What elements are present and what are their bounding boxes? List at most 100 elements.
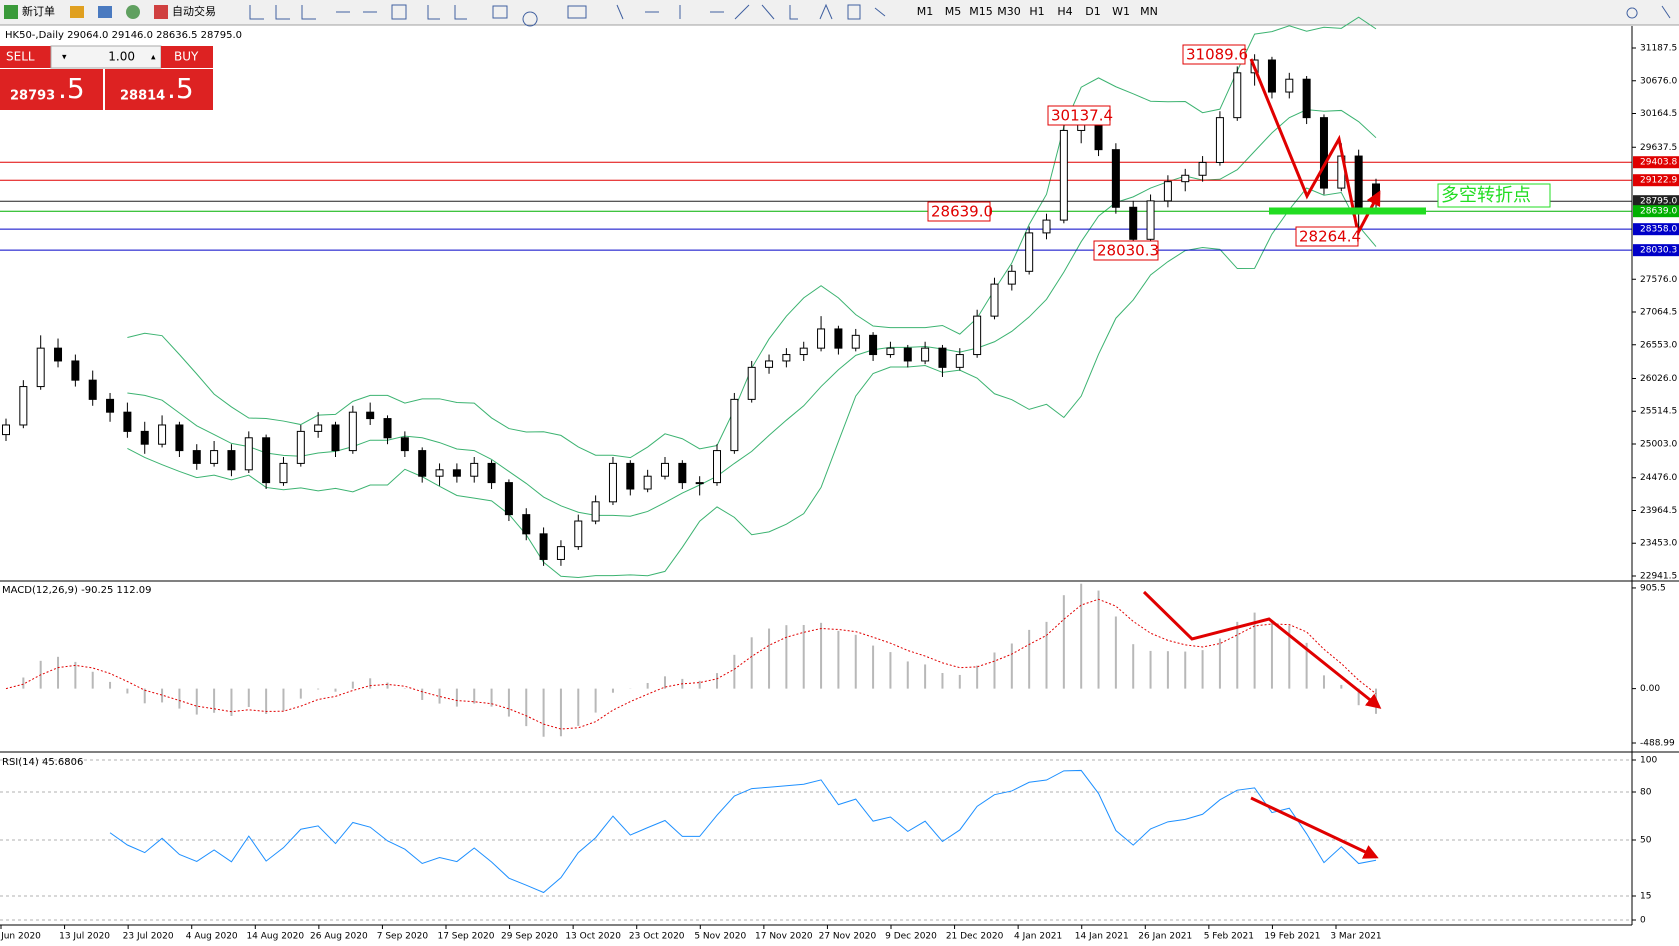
- candle-body: [1111, 149, 1120, 208]
- x-tick-label: 4 Jan 2021: [1014, 932, 1062, 942]
- bollinger-band: [127, 187, 1377, 579]
- macd-bar: [768, 628, 771, 689]
- candle-body: [504, 482, 513, 516]
- macd-bar: [1375, 688, 1377, 714]
- lots-input[interactable]: [50, 45, 162, 69]
- candle-body: [903, 347, 912, 362]
- macd-bar: [1010, 643, 1013, 689]
- annotation: 28639.0: [931, 203, 993, 221]
- x-tick-label: 19 Feb 2021: [1264, 932, 1320, 942]
- timeframe-button[interactable]: MN: [1140, 5, 1158, 18]
- x-tick-label: 26 Aug 2020: [310, 932, 368, 942]
- new-order-button[interactable]: 新订单: [22, 4, 55, 18]
- macd-bar: [473, 688, 476, 704]
- level-label-bg: [1633, 205, 1679, 218]
- candle-body: [262, 437, 271, 484]
- macd-bar: [1062, 595, 1065, 689]
- candle-body: [695, 482, 704, 485]
- candle-body: [1233, 72, 1242, 119]
- level-label: 29403.8: [1640, 158, 1677, 168]
- macd-arrow: [1142, 590, 1382, 709]
- candle-body: [1146, 200, 1155, 240]
- timeframe-button[interactable]: M15: [969, 5, 993, 18]
- candle-body: [1302, 78, 1311, 119]
- spin-down[interactable]: ▾: [62, 53, 67, 63]
- timeframe-button[interactable]: H1: [1029, 5, 1044, 18]
- sell-price: 28793: [10, 89, 55, 104]
- candle-body: [314, 424, 323, 432]
- macd-label: MACD(12,26,9) -90.25 112.09: [2, 585, 152, 596]
- candle-body: [54, 347, 63, 362]
- new-order-icon[interactable]: [4, 5, 18, 19]
- y-tick-label: 27576.0: [1640, 275, 1677, 285]
- x-tick-label: 27 Nov 2020: [819, 932, 877, 942]
- lots-value: 1.00: [108, 50, 135, 64]
- tool-icon[interactable]: [126, 5, 140, 19]
- macd-bar: [1218, 638, 1221, 689]
- candle-body: [990, 283, 999, 317]
- candle-body: [452, 469, 461, 477]
- timeframe-button[interactable]: M5: [945, 5, 962, 18]
- sell-price-box[interactable]: [0, 69, 103, 110]
- buy-price-box[interactable]: [105, 69, 213, 110]
- annotation: 28264.4: [1299, 228, 1361, 246]
- macd-bar: [785, 625, 788, 689]
- timeframe-button[interactable]: H4: [1057, 5, 1072, 18]
- tool-icon[interactable]: [70, 6, 84, 18]
- y-tick-label: 30676.0: [1640, 76, 1677, 86]
- trend-arrow: [1249, 58, 1381, 238]
- timeframe-button[interactable]: W1: [1112, 5, 1130, 18]
- level-label-bg: [1633, 174, 1679, 187]
- macd-bar: [334, 688, 337, 692]
- candle-body: [1267, 59, 1276, 93]
- sell-button[interactable]: [0, 46, 51, 68]
- candle-body: [556, 546, 565, 560]
- macd-bar: [1166, 651, 1169, 689]
- candle-body: [348, 411, 357, 452]
- candle-body: [1059, 129, 1068, 221]
- candle-body: [539, 533, 548, 560]
- macd-bar: [976, 665, 979, 689]
- y-tick-label: 22941.5: [1640, 571, 1677, 581]
- macd-bar: [1288, 625, 1291, 689]
- annotation-box: [1295, 226, 1359, 247]
- macd-bar: [1340, 684, 1343, 689]
- macd-bar: [889, 652, 892, 689]
- level-label-bg: [1633, 223, 1679, 236]
- timeframe-button[interactable]: M1: [917, 5, 934, 18]
- x-tick-label: 5 Nov 2020: [694, 932, 746, 942]
- macd-bar: [1114, 616, 1117, 689]
- timeframe-button[interactable]: D1: [1085, 5, 1100, 18]
- annotation: 30137.4: [1051, 107, 1113, 125]
- macd-bar: [1132, 644, 1135, 689]
- x-tick-label: 17 Sep 2020: [437, 932, 494, 942]
- macd-bar: [1028, 629, 1031, 689]
- macd-bar: [351, 681, 354, 689]
- x-tick-label: 23 Oct 2020: [629, 932, 685, 942]
- macd-bar: [143, 688, 146, 704]
- macd-bar: [594, 688, 597, 713]
- x-tick-label: 21 Dec 2020: [946, 932, 1004, 942]
- macd-bar: [854, 634, 857, 689]
- timeframe-button[interactable]: M30: [997, 5, 1021, 18]
- candle-body: [1181, 174, 1190, 183]
- tool-icon[interactable]: [98, 6, 112, 18]
- annotation-box: [1182, 44, 1246, 65]
- buy-button[interactable]: [161, 46, 213, 68]
- spin-up[interactable]: ▴: [151, 53, 156, 63]
- auto-trading-button[interactable]: 自动交易: [172, 4, 216, 18]
- auto-trading-icon[interactable]: [154, 5, 168, 19]
- macd-bar: [22, 677, 25, 689]
- macd-bar: [490, 688, 493, 707]
- x-tick-label: 7 Sep 2020: [377, 932, 429, 942]
- candle-body: [88, 379, 97, 400]
- macd-bar: [924, 664, 927, 689]
- y-tick-label: 0: [1640, 916, 1646, 926]
- macd-bar: [1236, 621, 1239, 689]
- candle-body: [71, 360, 80, 381]
- candle-body: [782, 354, 791, 362]
- candle-body: [973, 315, 982, 356]
- candle-body: [730, 398, 739, 452]
- y-tick-label: 23964.5: [1640, 506, 1677, 516]
- macd-bar: [282, 688, 285, 711]
